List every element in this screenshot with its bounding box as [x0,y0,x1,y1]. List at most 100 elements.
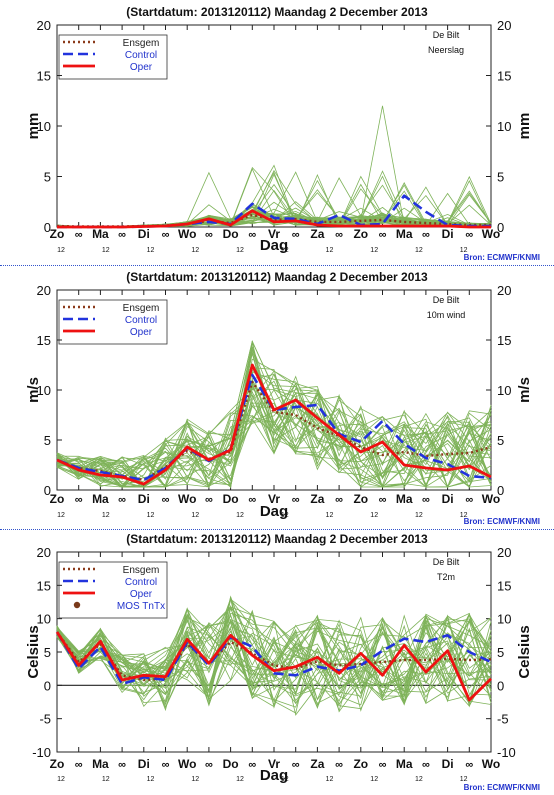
x-tick-label: ∞ [335,229,343,241]
x-tick-label: Vr [268,757,280,771]
y-tick-label-left: 20 [37,283,51,298]
variable-label: Neerslag [428,45,464,55]
ensemble-member-line [56,608,492,706]
x-tick-label: Ma [396,757,413,771]
x-tick-label: ∞ [118,229,126,241]
x-tick-label: Ma [92,492,109,506]
x-sub-label: 12 [191,512,199,519]
x-tick-label: ∞ [379,494,387,506]
legend-label: Control [125,315,157,326]
y-tick-label-left: 0 [44,678,51,693]
y-tick-label-right: 5 [497,645,504,660]
legend-marker-mos [73,601,81,609]
y-tick-label-right: 15 [497,69,511,84]
x-axis-label: Dag [260,237,288,254]
variable-label: T2m [437,572,455,582]
chart-panel-3: (Startdatum: 2013120112) Maandag 2 Decem… [25,532,540,792]
x-tick-label: ∞ [292,229,300,241]
x-sub-label: 12 [460,512,468,519]
legend-label: Ensgem [123,303,160,314]
ensemble-member-line [56,371,492,488]
x-sub-label: 12 [281,776,289,783]
x-axis-label: Dag [260,503,288,520]
x-tick-label: ∞ [465,759,473,771]
ensemble-member-line [56,617,492,714]
x-tick-label: ∞ [75,229,83,241]
x-sub-label: 12 [102,247,110,254]
y-tick-label-right: 15 [497,578,511,593]
x-sub-label: 12 [281,247,289,254]
legend-label: Ensgem [123,38,160,49]
x-tick-label: ∞ [422,229,430,241]
x-tick-label: Di [138,227,150,241]
x-sub-label: 12 [370,512,378,519]
source-credit: Bron: ECMWF/KNMI [464,783,540,792]
ensemble-member-line [56,604,492,709]
legend-label: Oper [130,589,153,600]
source-credit: Bron: ECMWF/KNMI [464,253,540,262]
x-sub-label: 12 [460,247,468,254]
x-tick-label: ∞ [292,759,300,771]
y-tick-label-right: 5 [497,170,504,185]
chart-title: (Startdatum: 2013120112) Maandag 2 Decem… [126,532,428,546]
ensemble-member-line [56,367,492,488]
y-tick-label-right: 0 [497,483,504,498]
x-sub-label: 12 [236,512,244,519]
y-tick-label-left: 20 [37,545,51,560]
legend-box [58,561,168,619]
x-sub-label: 12 [147,512,155,519]
chart-title: (Startdatum: 2013120112) Maandag 2 Decem… [126,5,428,19]
ensemble-member-line [56,372,492,488]
x-sub-label: 12 [415,776,423,783]
chart-panel-1: (Startdatum: 2013120112) Maandag 2 Decem… [25,5,540,262]
ensemble-member-line [56,621,492,708]
x-tick-label: Do [223,757,239,771]
x-tick-label: Za [310,757,324,771]
x-tick-label: Ma [92,757,109,771]
x-sub-label: 12 [57,512,65,519]
y-tick-label-right: 5 [497,433,504,448]
ensemble-member-line [56,340,492,488]
y-tick-label-right: 20 [497,545,511,560]
x-tick-label: ∞ [248,759,256,771]
y-tick-label-left: 0 [44,220,51,235]
y-tick-label-right: -10 [497,745,516,760]
y-tick-label-left: 10 [37,119,51,134]
x-sub-label: 12 [460,776,468,783]
x-tick-label: Vr [268,492,280,506]
x-tick-label: Wo [178,757,196,771]
x-tick-label: Za [310,227,324,241]
legend-label: Oper [130,327,153,338]
y-tick-label-right: 15 [497,333,511,348]
x-tick-label: Za [310,492,324,506]
y-tick-label-left: 0 [44,483,51,498]
ensemble-members [56,105,492,228]
chart-title: (Startdatum: 2013120112) Maandag 2 Decem… [126,270,428,284]
x-tick-label: Zo [353,227,368,241]
y-tick-label-right: 20 [497,283,511,298]
x-tick-label: Wo [178,227,196,241]
x-sub-label: 12 [370,776,378,783]
ensemble-member-line [56,614,492,707]
y-tick-label-left: 5 [44,170,51,185]
x-tick-label: ∞ [205,494,213,506]
y-tick-label-right: 10 [497,612,511,627]
x-tick-label: ∞ [465,494,473,506]
legend-label: MOS TnTx [117,601,165,612]
y-tick-label-left: 15 [37,69,51,84]
ensemble-member-line [56,599,492,694]
x-tick-label: Zo [353,757,368,771]
x-tick-label: ∞ [118,494,126,506]
y-tick-label-left: 10 [37,383,51,398]
legend-label: Oper [130,62,153,73]
variable-label: 10m wind [427,310,466,320]
ensemble-member-line [56,610,492,712]
station-label: De Bilt [433,295,460,305]
x-sub-label: 12 [326,247,334,254]
y-tick-label-left: -5 [39,712,51,727]
x-tick-label: ∞ [205,759,213,771]
y-axis-label-right: m/s [516,377,533,403]
